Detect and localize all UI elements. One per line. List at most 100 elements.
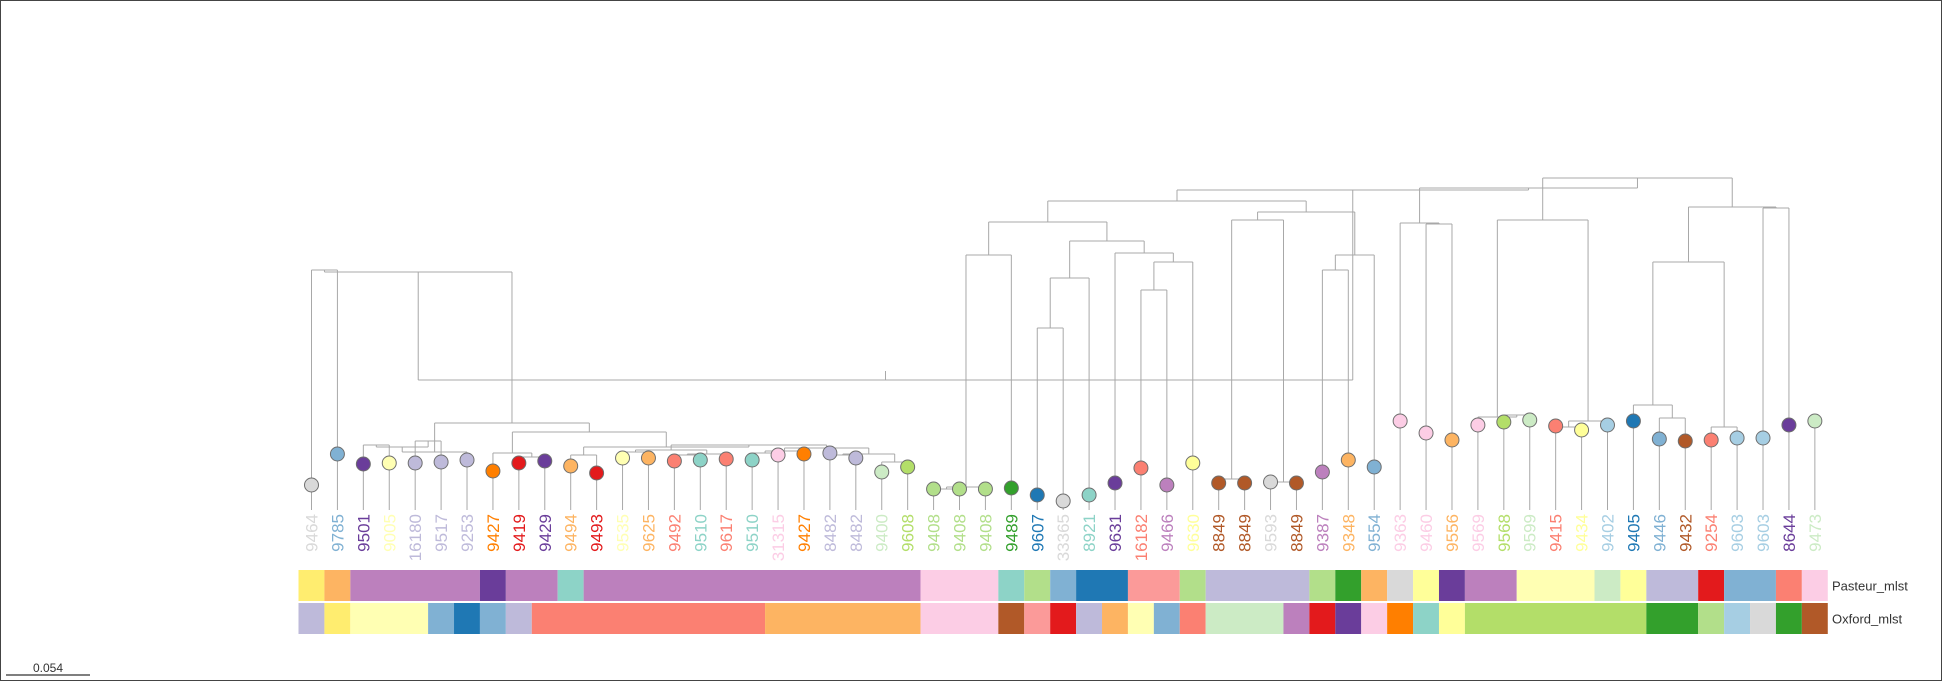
- leaf-node-22[interactable]: [874, 464, 890, 480]
- leaf-node-23[interactable]: [900, 459, 916, 475]
- leaf-label-6: 9253: [458, 514, 477, 552]
- leaf-node-3[interactable]: [381, 455, 397, 471]
- leaf-node-12[interactable]: [615, 450, 631, 466]
- leaf-node-44[interactable]: [1444, 432, 1460, 448]
- leaf-node-50[interactable]: [1600, 417, 1615, 433]
- leaf-label-18: 31315: [769, 514, 788, 561]
- leaf-label-51: 9405: [1624, 514, 1643, 552]
- leaf-node-27[interactable]: [1003, 480, 1019, 496]
- leaf-label-7: 9427: [484, 514, 503, 552]
- leaf-label-5: 9517: [432, 514, 451, 552]
- leaf-node-7[interactable]: [485, 463, 501, 479]
- track-label-0: Pasteur_mlst: [1832, 579, 1908, 594]
- leaf-node-10[interactable]: [563, 458, 579, 474]
- leaf-label-37: 9593: [1262, 514, 1281, 552]
- leaf-node-33[interactable]: [1159, 477, 1175, 493]
- leaf-label-43: 9460: [1417, 514, 1436, 552]
- leaf-node-40[interactable]: [1340, 452, 1356, 468]
- track-1-cell-32: [1801, 603, 1828, 634]
- scale-bar-label: 0.054: [33, 661, 63, 675]
- leaf-node-16[interactable]: [718, 451, 734, 467]
- leaf-node-11[interactable]: [589, 465, 605, 481]
- track-0-cell-11: [1076, 570, 1128, 601]
- leaf-node-41[interactable]: [1366, 459, 1382, 475]
- leaf-node-42[interactable]: [1392, 413, 1408, 429]
- leaf-node-48[interactable]: [1548, 418, 1564, 434]
- leaf-node-52[interactable]: [1651, 431, 1667, 447]
- leaf-node-24[interactable]: [926, 481, 942, 497]
- leaf-node-58[interactable]: [1807, 413, 1823, 429]
- leaf-node-34[interactable]: [1185, 455, 1201, 471]
- leaf-label-47: 9599: [1521, 514, 1540, 552]
- leaf-node-19[interactable]: [796, 446, 812, 462]
- leaf-node-13[interactable]: [640, 450, 656, 466]
- track-1-cell-29: [1724, 603, 1751, 634]
- leaf-label-41: 9554: [1365, 514, 1384, 552]
- track-0-cell-6: [583, 570, 921, 601]
- leaf-node-18[interactable]: [770, 447, 786, 463]
- leaf-node-30[interactable]: [1081, 487, 1097, 503]
- tree-leaf-labels: 9464 9785 9501 9005 16180 9517 9253 9427 9419 942…: [303, 514, 1825, 561]
- leaf-label-52: 9446: [1650, 514, 1669, 552]
- leaf-node-21[interactable]: [848, 450, 864, 466]
- leaf-node-17[interactable]: [744, 452, 760, 468]
- leaf-node-49[interactable]: [1574, 422, 1590, 438]
- track-1-cell-1: [324, 603, 351, 634]
- leaf-node-15[interactable]: [692, 452, 708, 468]
- leaf-node-31[interactable]: [1107, 475, 1123, 491]
- leaf-node-5[interactable]: [433, 454, 449, 470]
- leaf-node-37[interactable]: [1263, 474, 1279, 490]
- leaf-node-28[interactable]: [1029, 487, 1045, 503]
- leaf-node-55[interactable]: [1729, 430, 1745, 446]
- track-0-cell-16: [1335, 570, 1362, 601]
- leaf-label-53: 9432: [1676, 514, 1695, 552]
- leaf-node-8[interactable]: [511, 455, 527, 471]
- leaf-node-45[interactable]: [1470, 417, 1486, 433]
- leaf-node-36[interactable]: [1237, 475, 1253, 491]
- leaf-label-21: 8482: [847, 514, 866, 552]
- track-0-cell-13: [1179, 570, 1206, 601]
- track-0-cell-9: [1024, 570, 1051, 601]
- leaf-node-6[interactable]: [459, 452, 475, 468]
- leaf-node-0[interactable]: [304, 477, 319, 493]
- leaf-node-43[interactable]: [1418, 425, 1434, 441]
- leaf-node-1[interactable]: [329, 446, 345, 462]
- leaf-node-39[interactable]: [1314, 464, 1330, 480]
- leaf-label-50: 9402: [1599, 514, 1618, 552]
- leaf-label-38: 8849: [1287, 514, 1306, 552]
- leaf-node-35[interactable]: [1211, 475, 1227, 491]
- leaf-node-47[interactable]: [1522, 412, 1538, 428]
- track-0-cell-20: [1438, 570, 1465, 601]
- track-1-cell-22: [1361, 603, 1388, 634]
- leaf-node-4[interactable]: [407, 455, 423, 471]
- leaf-label-45: 9569: [1469, 514, 1488, 552]
- track-0-cell-24: [1620, 570, 1647, 601]
- leaf-node-56[interactable]: [1755, 430, 1771, 446]
- leaf-node-9[interactable]: [537, 453, 553, 469]
- leaf-node-32[interactable]: [1133, 460, 1149, 476]
- leaf-node-54[interactable]: [1703, 432, 1719, 448]
- leaf-node-29[interactable]: [1055, 493, 1071, 509]
- leaf-node-38[interactable]: [1288, 475, 1304, 491]
- leaf-node-53[interactable]: [1677, 433, 1693, 449]
- leaf-node-26[interactable]: [977, 481, 993, 497]
- track-1-cell-24: [1413, 603, 1439, 634]
- leaf-node-25[interactable]: [952, 481, 967, 497]
- leaf-node-57[interactable]: [1781, 417, 1797, 433]
- leaf-label-10: 9494: [562, 514, 581, 552]
- track-1-cell-5: [479, 603, 506, 634]
- track-1-cell-19: [1283, 603, 1310, 634]
- leaf-label-33: 9466: [1158, 514, 1177, 552]
- leaf-node-51[interactable]: [1625, 413, 1641, 429]
- track-1-cell-16: [1153, 603, 1180, 634]
- leaf-node-2[interactable]: [355, 456, 371, 472]
- track-0-cell-7: [920, 570, 999, 601]
- track-0-cell-0: [298, 570, 325, 601]
- leaf-label-24: 9408: [925, 514, 944, 552]
- track-0-cell-2: [350, 570, 480, 601]
- leaf-node-46[interactable]: [1496, 414, 1512, 430]
- leaf-node-20[interactable]: [822, 445, 838, 461]
- leaf-node-14[interactable]: [666, 453, 682, 469]
- track-1-cell-23: [1387, 603, 1414, 634]
